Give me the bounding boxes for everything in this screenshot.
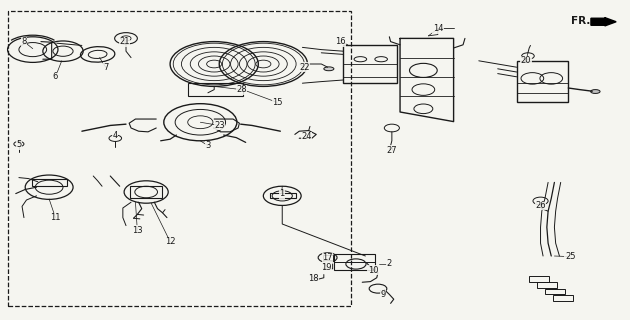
FancyArrow shape xyxy=(591,18,616,26)
Text: 17: 17 xyxy=(323,253,333,262)
Text: 9: 9 xyxy=(381,290,386,299)
Text: 11: 11 xyxy=(50,213,60,222)
Bar xyxy=(270,193,296,198)
Text: 5: 5 xyxy=(16,140,21,149)
Text: 19: 19 xyxy=(321,263,331,272)
Ellipse shape xyxy=(591,90,600,93)
Text: 27: 27 xyxy=(387,146,397,155)
Text: 7: 7 xyxy=(103,63,108,72)
Text: 25: 25 xyxy=(565,252,575,261)
Text: 20: 20 xyxy=(521,56,531,65)
Text: 2: 2 xyxy=(387,260,392,268)
Text: 26: 26 xyxy=(536,201,546,210)
Text: 18: 18 xyxy=(309,274,319,283)
Text: 22: 22 xyxy=(299,63,309,72)
Text: FR.: FR. xyxy=(571,16,590,26)
Text: 24: 24 xyxy=(302,132,312,141)
Text: 23: 23 xyxy=(214,121,224,130)
Text: 3: 3 xyxy=(205,141,210,150)
Text: 12: 12 xyxy=(165,237,175,246)
Text: 8: 8 xyxy=(21,37,26,46)
Bar xyxy=(517,61,568,102)
Text: 21: 21 xyxy=(120,37,130,46)
Text: 1: 1 xyxy=(279,189,284,198)
Bar xyxy=(529,276,549,282)
Ellipse shape xyxy=(324,67,334,71)
Text: 28: 28 xyxy=(236,85,246,94)
Bar xyxy=(188,83,243,96)
Text: 4: 4 xyxy=(113,131,118,140)
Bar xyxy=(32,179,67,186)
Bar xyxy=(323,255,333,260)
Bar xyxy=(130,186,162,198)
Bar xyxy=(8,11,351,306)
Text: 16: 16 xyxy=(335,37,345,46)
Text: 6: 6 xyxy=(53,72,58,81)
Bar xyxy=(553,295,573,301)
Bar xyxy=(545,289,565,294)
Text: 14: 14 xyxy=(433,24,443,33)
Text: 13: 13 xyxy=(132,226,142,235)
Text: 10: 10 xyxy=(368,266,378,275)
Bar xyxy=(537,282,557,288)
Text: 15: 15 xyxy=(272,98,282,107)
Bar xyxy=(334,254,375,270)
Bar xyxy=(343,45,397,83)
